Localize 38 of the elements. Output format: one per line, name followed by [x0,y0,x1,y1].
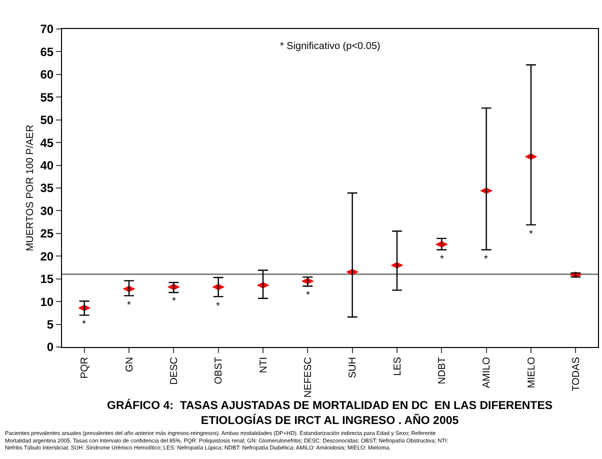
y-tick-label: 20 [40,249,54,264]
x-tick-label: NTI [258,357,270,374]
y-tick-label: 60 [40,68,54,82]
y-tick-label: 50 [40,113,54,128]
x-tick-label: OBST [214,357,225,384]
y-tick-label: 45 [40,136,54,150]
y-tick-label: 30 [40,204,54,218]
x-tick-label: NEFESC [302,357,314,398]
annotation: * [440,254,444,265]
y-tick-label: 10 [40,294,54,309]
y-axis-title: MUERTOS POR 100 P/AER [25,124,36,252]
annotation: * [306,290,310,301]
annotation: * [216,301,220,312]
annotation: * Significativo (p<0.05) [280,41,380,52]
annotation: * [82,319,86,330]
y-tick-label: 25 [40,226,54,241]
x-tick-label: NDBT [436,357,448,384]
annotation: * [172,296,176,307]
y-tick-label: 55 [40,90,54,104]
y-tick-label: 65 [40,44,54,59]
y-tick-label: 40 [40,158,54,172]
x-tick-label: AMILO [482,356,493,388]
y-tick-label: 0 [46,340,54,354]
x-tick-label: MIELO [526,356,538,388]
x-tick-label: PQR [80,357,91,379]
x-tick-label: SUH [348,357,359,378]
y-tick-label: 70 [40,22,54,36]
annotation: * [529,229,533,240]
y-tick-label: 5 [46,317,54,332]
x-tick-label: LES [392,356,404,376]
x-tick-label: DESC [168,357,180,385]
annotation: * [484,254,488,265]
annotation: * [127,300,131,311]
y-tick-label: 35 [40,181,54,196]
text: GRÁFICO 4: TASAS AJUSTADAS DE MORTALIDAD EN DC EN LAS DIFERENTES ETIOLOGÍAS DE IRCT AL INGRESO . AÑO 2005 [107,398,553,427]
y-tick-label: 15 [40,272,54,286]
x-tick-label: TODAS [570,356,582,392]
x-tick-label: GN [124,357,136,372]
